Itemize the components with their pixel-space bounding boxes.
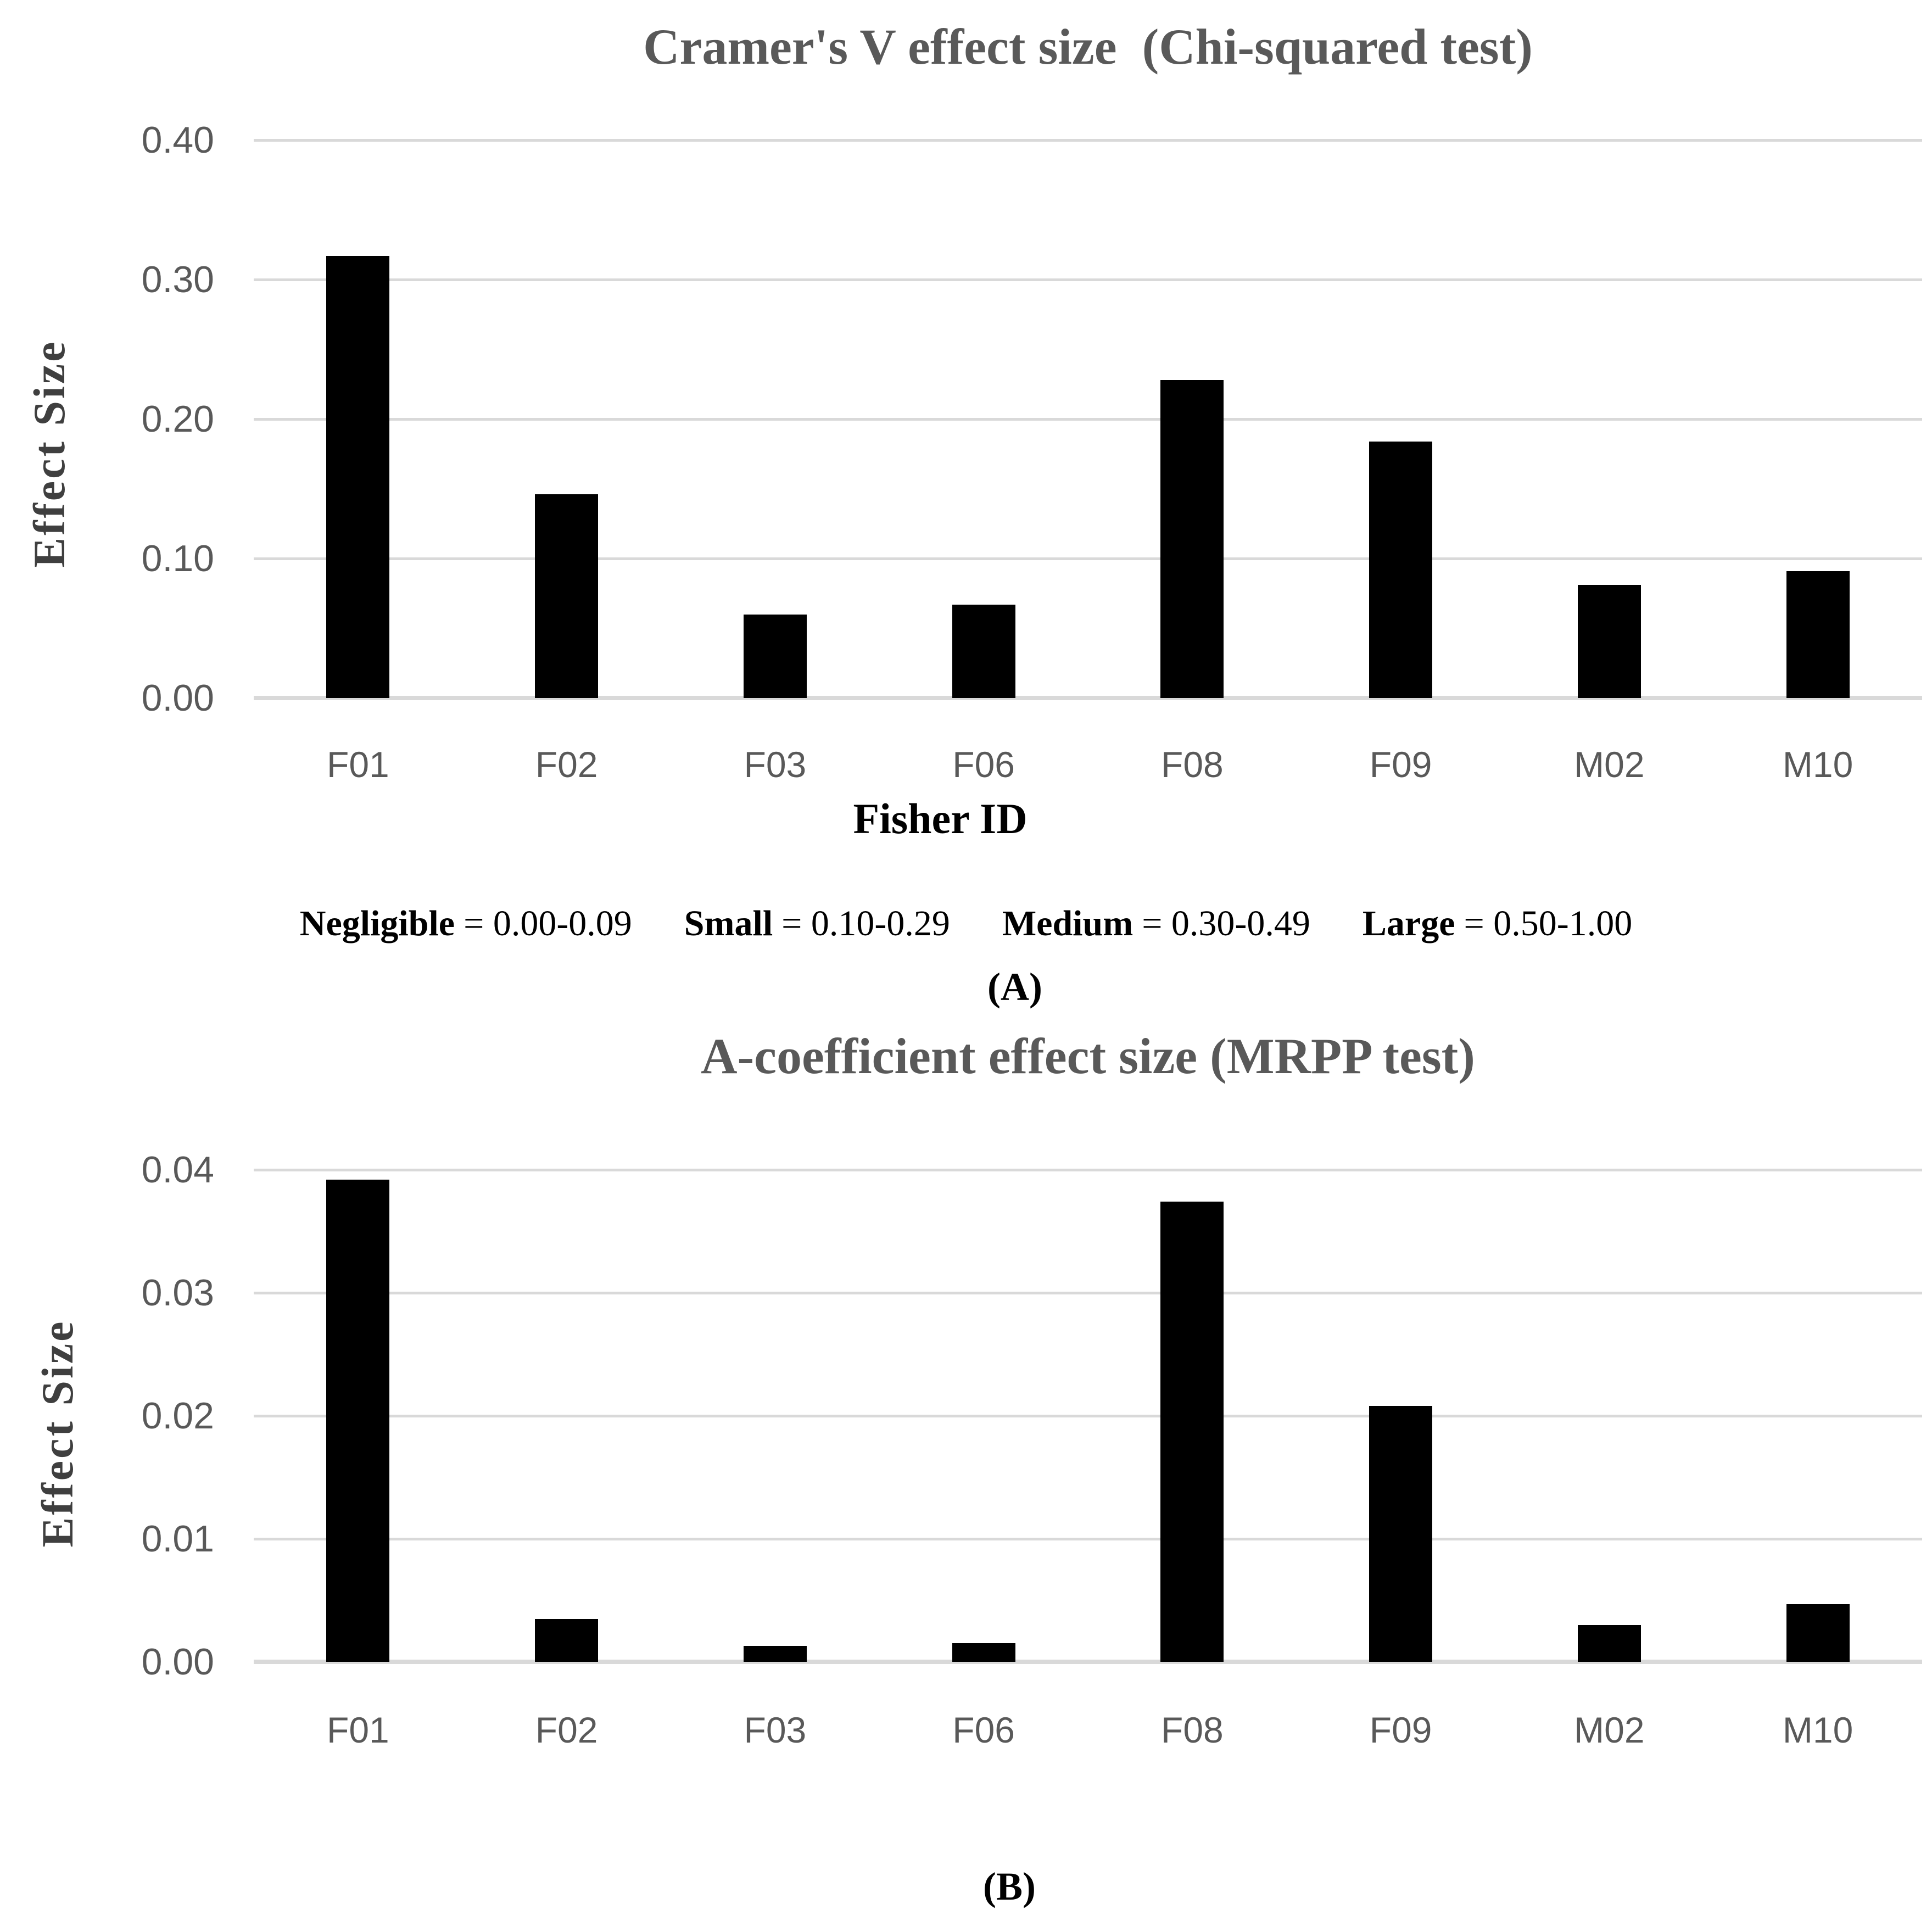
bar-F03	[743, 1645, 807, 1662]
bar-F01	[326, 255, 390, 698]
bar-F01	[326, 1179, 390, 1662]
x-tick-label-F08: F08	[1161, 744, 1224, 785]
x-tick-label-F08: F08	[1161, 1710, 1224, 1750]
x-tick-label-M02: M02	[1574, 1710, 1645, 1750]
x-tick-label-F02: F02	[535, 744, 598, 785]
panel-label-a: (A)	[987, 965, 1042, 1009]
y-tick-label-0.03: 0.03	[141, 1272, 214, 1314]
x-tick-label-F01: F01	[327, 744, 389, 785]
gridline-0.00	[254, 696, 1922, 700]
key-item-name: Negligible	[299, 903, 455, 943]
effect-size-key: Negligible = 0.00-0.09 Small = 0.10-0.29 M…	[0, 902, 1932, 946]
gridline-0.40	[254, 139, 1922, 142]
bar-M10	[1786, 1604, 1850, 1662]
gridline-0.04	[254, 1169, 1922, 1171]
x-tick-label-F02: F02	[535, 1710, 598, 1750]
panel-label-b: (B)	[983, 1864, 1036, 1908]
key-item-small: Small = 0.10-0.29	[684, 902, 950, 946]
y-tick-label-0.00: 0.00	[141, 677, 214, 719]
gridline-0.01	[254, 1538, 1922, 1540]
y-tick-label-0.40: 0.40	[141, 119, 214, 161]
key-item-large: Large = 0.50-1.00	[1363, 902, 1632, 946]
x-tick-label-F09: F09	[1369, 1710, 1432, 1750]
key-item-name: Medium	[1002, 903, 1133, 943]
y-tick-label-0.02: 0.02	[141, 1395, 214, 1437]
y-tick-label-0.01: 0.01	[141, 1518, 214, 1560]
gridline-0.02	[254, 1415, 1922, 1417]
x-tick-label-M10: M10	[1782, 1710, 1853, 1750]
gridline-0.30	[254, 278, 1922, 281]
key-item-range: = 0.50-1.00	[1464, 903, 1633, 943]
bar-F02	[535, 1618, 599, 1662]
key-item-name: Large	[1362, 903, 1455, 943]
y-tick-label-0.20: 0.20	[141, 398, 214, 440]
y-tick-label-0.00: 0.00	[141, 1641, 214, 1683]
gridline-0.03	[254, 1292, 1922, 1294]
gridline-0.20	[254, 418, 1922, 421]
x-tick-label-F03: F03	[744, 1710, 807, 1750]
key-item-negligible: Negligible = 0.00-0.09	[300, 902, 632, 946]
chart-b-plot-area	[254, 1169, 1922, 1664]
x-tick-label-M10: M10	[1782, 744, 1853, 785]
gridline-0.10	[254, 557, 1922, 560]
bar-F09	[1369, 441, 1433, 698]
chart-a-plot-area	[254, 139, 1922, 700]
gridline-0.00	[254, 1660, 1922, 1664]
x-tick-label-F03: F03	[744, 744, 807, 785]
x-tick-label-M02: M02	[1574, 744, 1645, 785]
x-tick-label-F01: F01	[327, 1710, 389, 1750]
key-item-range: = 0.10-0.29	[781, 903, 950, 943]
key-item-name: Small	[684, 903, 773, 943]
chart-a-x-axis-label: Fisher ID	[853, 795, 1028, 842]
key-item-range: = 0.00-0.09	[464, 903, 632, 943]
bar-F03	[743, 614, 807, 698]
bar-F08	[1160, 379, 1224, 698]
bar-F08	[1160, 1202, 1224, 1662]
x-tick-label-F06: F06	[952, 744, 1015, 785]
y-tick-label-0.10: 0.10	[141, 538, 214, 579]
x-tick-label-F06: F06	[952, 1710, 1015, 1750]
bar-F06	[952, 1643, 1015, 1662]
bar-F09	[1369, 1406, 1433, 1662]
bar-F02	[535, 494, 599, 698]
bar-M10	[1786, 571, 1850, 698]
y-tick-label-0.04: 0.04	[141, 1149, 214, 1191]
y-tick-label-0.30: 0.30	[141, 259, 214, 300]
chart-a-title: Cramer's V effect size (Chi-squared test…	[643, 19, 1533, 75]
x-tick-label-F09: F09	[1369, 744, 1432, 785]
key-item-medium: Medium = 0.30-0.49	[1002, 902, 1310, 946]
chart-b-title: A-coefficient effect size (MRPP test)	[701, 1028, 1475, 1084]
bar-M02	[1577, 585, 1641, 698]
bar-M02	[1577, 1624, 1641, 1662]
key-item-range: = 0.30-0.49	[1142, 903, 1310, 943]
bar-F06	[952, 604, 1015, 698]
chart-a-y-axis-label: Effect Size	[24, 339, 74, 568]
